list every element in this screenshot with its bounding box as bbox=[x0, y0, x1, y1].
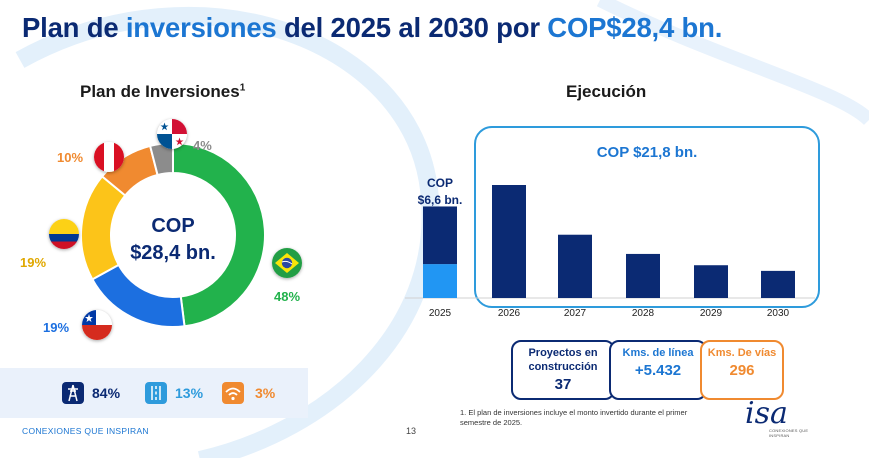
bar-2026-segment-0 bbox=[492, 185, 526, 298]
energy-percentage: 84% bbox=[92, 385, 121, 401]
isa-logo: isa CONEXIONES QUE INSPIRAN bbox=[745, 396, 809, 439]
telecom-percentage: 3% bbox=[255, 385, 276, 401]
bar-2030-segment-0 bbox=[761, 270, 795, 298]
road-icon bbox=[145, 382, 167, 404]
peru-percentage: 10% bbox=[57, 150, 84, 165]
donut-slice-panama bbox=[148, 141, 174, 177]
roads-km-stat-value: 296 bbox=[729, 362, 755, 379]
brazil-percentage: 48% bbox=[274, 289, 301, 304]
wifi-icon bbox=[222, 382, 244, 404]
execution-heading: Ejecución bbox=[566, 82, 647, 101]
donut-center-total: COP $28,4 bn. bbox=[130, 215, 216, 264]
roads-km-stat-label: Kms. De vías bbox=[707, 347, 777, 359]
footnote: 1. El plan de inversiones incluye el mon… bbox=[460, 408, 688, 427]
line-km-stat-value: +5.432 bbox=[634, 362, 682, 379]
colombia-flag bbox=[49, 219, 79, 249]
investment-plan-heading: Plan de Inversiones1 bbox=[80, 82, 246, 101]
peru-flag bbox=[94, 142, 124, 172]
projects-stat-label: Proyectos en construcción bbox=[528, 347, 598, 373]
x-tick-label-2025: 2025 bbox=[429, 308, 452, 319]
transmission-tower-icon bbox=[62, 382, 84, 404]
page-number: 13 bbox=[406, 426, 417, 436]
colombia-percentage: 19% bbox=[20, 255, 47, 270]
execution-box bbox=[474, 126, 820, 308]
bar-2025-segment-0 bbox=[423, 206, 457, 265]
projects-stat-box: Proyectos en construcción 37 bbox=[511, 340, 615, 400]
x-tick-label-2030: 2030 bbox=[767, 308, 790, 319]
projects-stat-value: 37 bbox=[554, 376, 572, 393]
line-km-stat-label: Kms. de línea bbox=[622, 347, 694, 359]
brazil-flag bbox=[272, 248, 302, 278]
footer-tagline: CONEXIONES QUE INSPIRAN bbox=[22, 426, 149, 436]
execution-box-total: COP $21,8 bn. bbox=[596, 144, 698, 161]
roads-km-stat-box: Kms. De vías 296 bbox=[700, 340, 784, 400]
x-tick-label-2028: 2028 bbox=[632, 308, 655, 319]
bar-2028-segment-0 bbox=[626, 253, 660, 298]
chile-percentage: 19% bbox=[43, 320, 70, 335]
bar-2027-segment-0 bbox=[558, 234, 592, 298]
page-title: Plan de inversiones del 2025 al 2030 por… bbox=[22, 12, 723, 43]
bar-2025-segment-1 bbox=[423, 264, 457, 298]
x-tick-label-2029: 2029 bbox=[700, 308, 723, 319]
line-km-stat-box: Kms. de línea +5.432 bbox=[609, 340, 707, 400]
panama-percentage: 4% bbox=[193, 138, 212, 153]
chile-flag bbox=[82, 310, 112, 340]
x-tick-label-2026: 2026 bbox=[498, 308, 521, 319]
first-year-total: COP $6,6 bn. bbox=[417, 176, 463, 207]
donut-slice-brasil bbox=[172, 141, 266, 328]
roads-percentage: 13% bbox=[175, 385, 204, 401]
x-tick-label-2027: 2027 bbox=[564, 308, 587, 319]
bar-2029-segment-0 bbox=[694, 265, 728, 298]
